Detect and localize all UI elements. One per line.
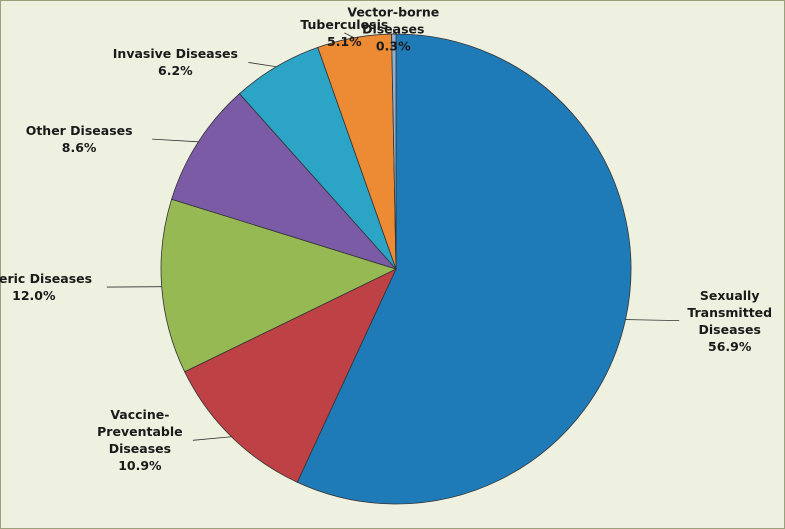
data-label: Vector-borne Diseases 0.3% (343, 4, 443, 55)
value-label: 6.2% (158, 63, 193, 79)
value-label: 0.3% (375, 38, 411, 54)
leader-line (625, 319, 680, 322)
pie-slice (160, 198, 398, 373)
category-label: Tuberculosis (300, 16, 389, 32)
category-label: Enteric Diseases (0, 271, 93, 287)
value-label: 5.1% (327, 33, 362, 49)
pie-slice (171, 93, 398, 270)
data-label: Invasive Diseases 6.2% (105, 45, 245, 79)
value-label: 8.6% (61, 140, 97, 156)
pie-slice (184, 268, 397, 483)
value-label: 10.9% (118, 458, 162, 474)
pie-slice (296, 33, 632, 505)
category-label: Vaccine-Preventable Diseases (97, 407, 183, 457)
category-label: Sexually Transmitted Diseases (687, 287, 773, 337)
leader-line (344, 32, 355, 39)
leader-line (248, 62, 277, 68)
category-label: Other Diseases (25, 123, 133, 139)
data-label: Tuberculosis 5.1% (289, 16, 399, 50)
category-label: Vector-borne Diseases (347, 4, 440, 37)
value-label: 56.9% (708, 338, 752, 354)
data-label: Sexually Transmitted Diseases 56.9% (682, 287, 777, 355)
leader-line (392, 28, 395, 35)
value-label: 12.0% (12, 288, 56, 304)
leader-line (152, 138, 199, 143)
category-label: Invasive Diseases (112, 46, 238, 62)
data-label: Other Diseases 8.6% (9, 122, 149, 156)
leader-line (192, 436, 232, 441)
data-label: Vaccine-Preventable Diseases 10.9% (90, 406, 190, 474)
